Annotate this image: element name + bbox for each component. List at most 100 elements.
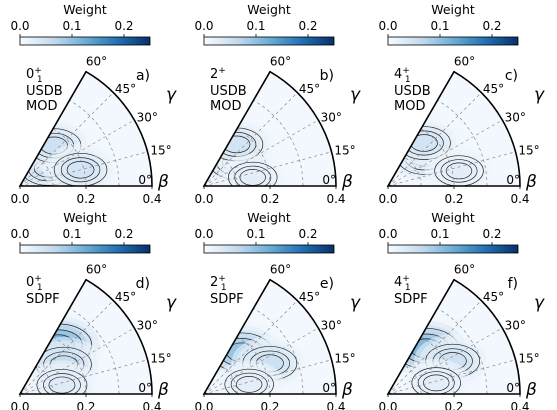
grid-ray <box>203 92 298 187</box>
model-label: USDB <box>26 84 63 99</box>
state-label: 4+ 1 <box>394 274 411 293</box>
colorbar: Weight 0.0 0.1 0.2 <box>194 2 335 46</box>
gamma-tick-label: 15° <box>334 352 355 366</box>
gamma-tick-label: 60° <box>270 262 291 276</box>
state-label: 2+ <box>210 66 226 82</box>
colorbar-tick-label: 0.0 <box>378 19 397 33</box>
beta-axis-label: β <box>341 380 353 400</box>
grid-ray <box>203 119 319 187</box>
gamma-tick-label: 60° <box>86 54 107 68</box>
contour-line <box>66 161 95 179</box>
beta-tick-label: 0.2 <box>444 400 463 410</box>
colorbar-title: Weight <box>247 210 291 225</box>
polar-frame <box>386 278 521 395</box>
grid-arc <box>36 365 54 395</box>
grid-arc <box>404 365 422 395</box>
gamma-axis-label: γ <box>166 85 177 105</box>
density-level <box>48 375 76 394</box>
gamma-tick-label: 45° <box>483 82 504 96</box>
gamma-tick-label: 45° <box>115 82 136 96</box>
grid-arc <box>69 307 120 395</box>
grid-ray <box>19 92 114 187</box>
grid-arc <box>420 336 455 395</box>
density-level <box>445 161 473 181</box>
gamma-tick-label: 30° <box>321 319 342 333</box>
colorbar-tick-label: 0.0 <box>10 227 29 241</box>
gamma-tick-label: 0° <box>322 173 336 187</box>
beta-axis-label: β <box>157 380 169 400</box>
colorbar: Weight 0.0 0.1 0.2 <box>378 2 519 46</box>
grid-arc <box>220 365 238 395</box>
gamma-axis-label: γ <box>534 85 545 105</box>
contour-line <box>423 374 450 392</box>
beta-axis-label: β <box>525 172 537 192</box>
model-label: USDB <box>394 84 431 99</box>
colorbar-tick-label: 0.1 <box>246 19 265 33</box>
grid-ray <box>19 359 148 395</box>
grid-arc <box>437 99 488 187</box>
colorbar-tick-label: 0.2 <box>114 19 133 33</box>
model-label: MOD <box>26 99 57 114</box>
contour-line <box>234 165 272 186</box>
gamma-tick-label: 0° <box>138 381 152 395</box>
gamma-tick-label: 30° <box>505 319 526 333</box>
gamma-tick-label: 60° <box>86 262 107 276</box>
gamma-axis-label: γ <box>350 85 361 105</box>
state-label: 2+ 1 <box>210 274 227 293</box>
colorbar-title: Weight <box>63 2 107 17</box>
panel-e: Weight 0.0 0.1 0.2 0.0 0.2 0.4 0° 15° 30° 45° 60° β γ… <box>194 210 361 410</box>
colorbar-bar <box>19 244 151 254</box>
panel-label: a) <box>136 68 150 84</box>
state-label: 4+ 1 <box>394 66 411 85</box>
panel-f: Weight 0.0 0.1 0.2 0.0 0.2 0.4 0° 15° 30° 45° 60° β γ… <box>378 210 545 410</box>
colorbar-tick-label: 0.1 <box>246 227 265 241</box>
gamma-tick-label: 30° <box>505 111 526 125</box>
polar-frame <box>18 70 153 187</box>
contour-line <box>411 367 461 394</box>
panel-label: d) <box>136 276 150 292</box>
beta-tick-label: 0.2 <box>260 192 279 206</box>
density-level <box>222 134 251 155</box>
grid-arc <box>420 128 455 187</box>
gamma-tick-label: 60° <box>270 54 291 68</box>
gamma-tick-label: 15° <box>150 144 171 158</box>
panel-a: Weight 0.0 0.1 0.2 0.0 0.2 0.4 0° 15° 30° 45° 60° β γ… <box>10 2 177 206</box>
polar-grid <box>19 92 148 187</box>
contour-line <box>440 159 478 183</box>
grid-arc <box>52 336 87 395</box>
panel-c: Weight 0.0 0.1 0.2 0.0 0.2 0.4 0° 15° 30° 45° 60° β γ… <box>378 2 545 206</box>
grid-arc <box>404 157 422 187</box>
beta-axis-label: β <box>341 172 353 192</box>
beta-tick-label: 0.0 <box>378 192 397 206</box>
colorbar: Weight 0.0 0.1 0.2 <box>194 210 335 254</box>
colorbar-tick-label: 0.0 <box>378 227 397 241</box>
model-label: MOD <box>394 99 425 114</box>
grid-ray <box>387 327 503 395</box>
beta-tick-label: 0.4 <box>510 192 529 206</box>
grid-arc <box>253 99 304 187</box>
colorbar-title: Weight <box>431 2 475 17</box>
beta-tick-label: 0.2 <box>76 400 95 410</box>
grid-arc <box>69 99 120 187</box>
gamma-tick-label: 15° <box>518 144 539 158</box>
density-level <box>410 133 438 153</box>
grid-arc <box>36 157 54 187</box>
contour-line <box>224 368 274 394</box>
colorbar-tick-label: 0.2 <box>114 227 133 241</box>
colorbar-tick-label: 0.0 <box>10 19 29 33</box>
beta-tick-label: 0.2 <box>444 192 463 206</box>
model-label: SDPF <box>210 292 244 307</box>
gamma-axis-label: γ <box>534 293 545 313</box>
beta-tick-label: 0.4 <box>142 192 161 206</box>
panel-label: c) <box>505 68 518 84</box>
grid-arc <box>220 157 238 187</box>
gamma-tick-label: 45° <box>115 290 136 304</box>
beta-tick-label: 0.4 <box>326 192 345 206</box>
colorbar-tick-label: 0.0 <box>194 227 213 241</box>
contour-line <box>236 376 263 393</box>
gamma-tick-label: 60° <box>454 262 475 276</box>
state-label: 0+ 1 <box>26 66 43 85</box>
grid-ray <box>19 327 135 395</box>
gamma-axis-label: γ <box>166 293 177 313</box>
